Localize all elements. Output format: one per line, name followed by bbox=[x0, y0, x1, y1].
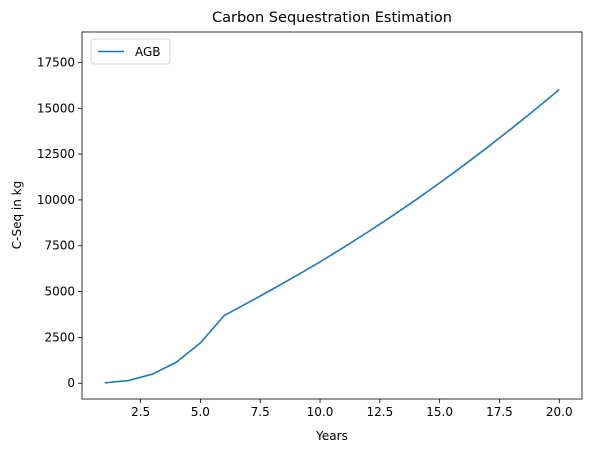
y-tick-label: 10000 bbox=[37, 193, 75, 207]
chart-title: Carbon Sequestration Estimation bbox=[212, 10, 452, 26]
legend: AGB bbox=[90, 38, 171, 65]
x-tick-label: 17.5 bbox=[486, 405, 513, 419]
x-tick-label: 7.5 bbox=[251, 405, 270, 419]
y-tick-label: 7500 bbox=[44, 239, 75, 253]
y-tick-label: 5000 bbox=[44, 285, 75, 299]
axis-ticks: 2.5 5.0 7.5 10.0 12.5 15.0 17.5 20.0 0 2500 5000 75… bbox=[37, 55, 573, 419]
plot-area bbox=[82, 32, 582, 399]
x-tick-label: 2.5 bbox=[131, 405, 150, 419]
x-tick-label: 12.5 bbox=[366, 405, 393, 419]
y-tick-label: 15000 bbox=[37, 101, 75, 115]
x-tick-label: 5.0 bbox=[191, 405, 210, 419]
legend-box bbox=[90, 38, 171, 65]
y-tick-label: 12500 bbox=[37, 147, 75, 161]
x-tick-label: 15.0 bbox=[426, 405, 453, 419]
x-tick-label: 20.0 bbox=[546, 405, 573, 419]
y-axis-label: C-Seq in kg bbox=[10, 181, 24, 249]
legend-label-agb: AGB bbox=[135, 45, 161, 59]
series-layer bbox=[104, 88, 560, 384]
series-line-agb bbox=[104, 88, 560, 384]
y-tick-label: 2500 bbox=[44, 330, 75, 344]
x-tick-label: 10.0 bbox=[307, 405, 334, 419]
y-tick-label: 17500 bbox=[37, 55, 75, 69]
x-axis-label: Years bbox=[315, 429, 348, 443]
plot-frame bbox=[81, 31, 583, 400]
y-tick-label: 0 bbox=[67, 376, 75, 390]
